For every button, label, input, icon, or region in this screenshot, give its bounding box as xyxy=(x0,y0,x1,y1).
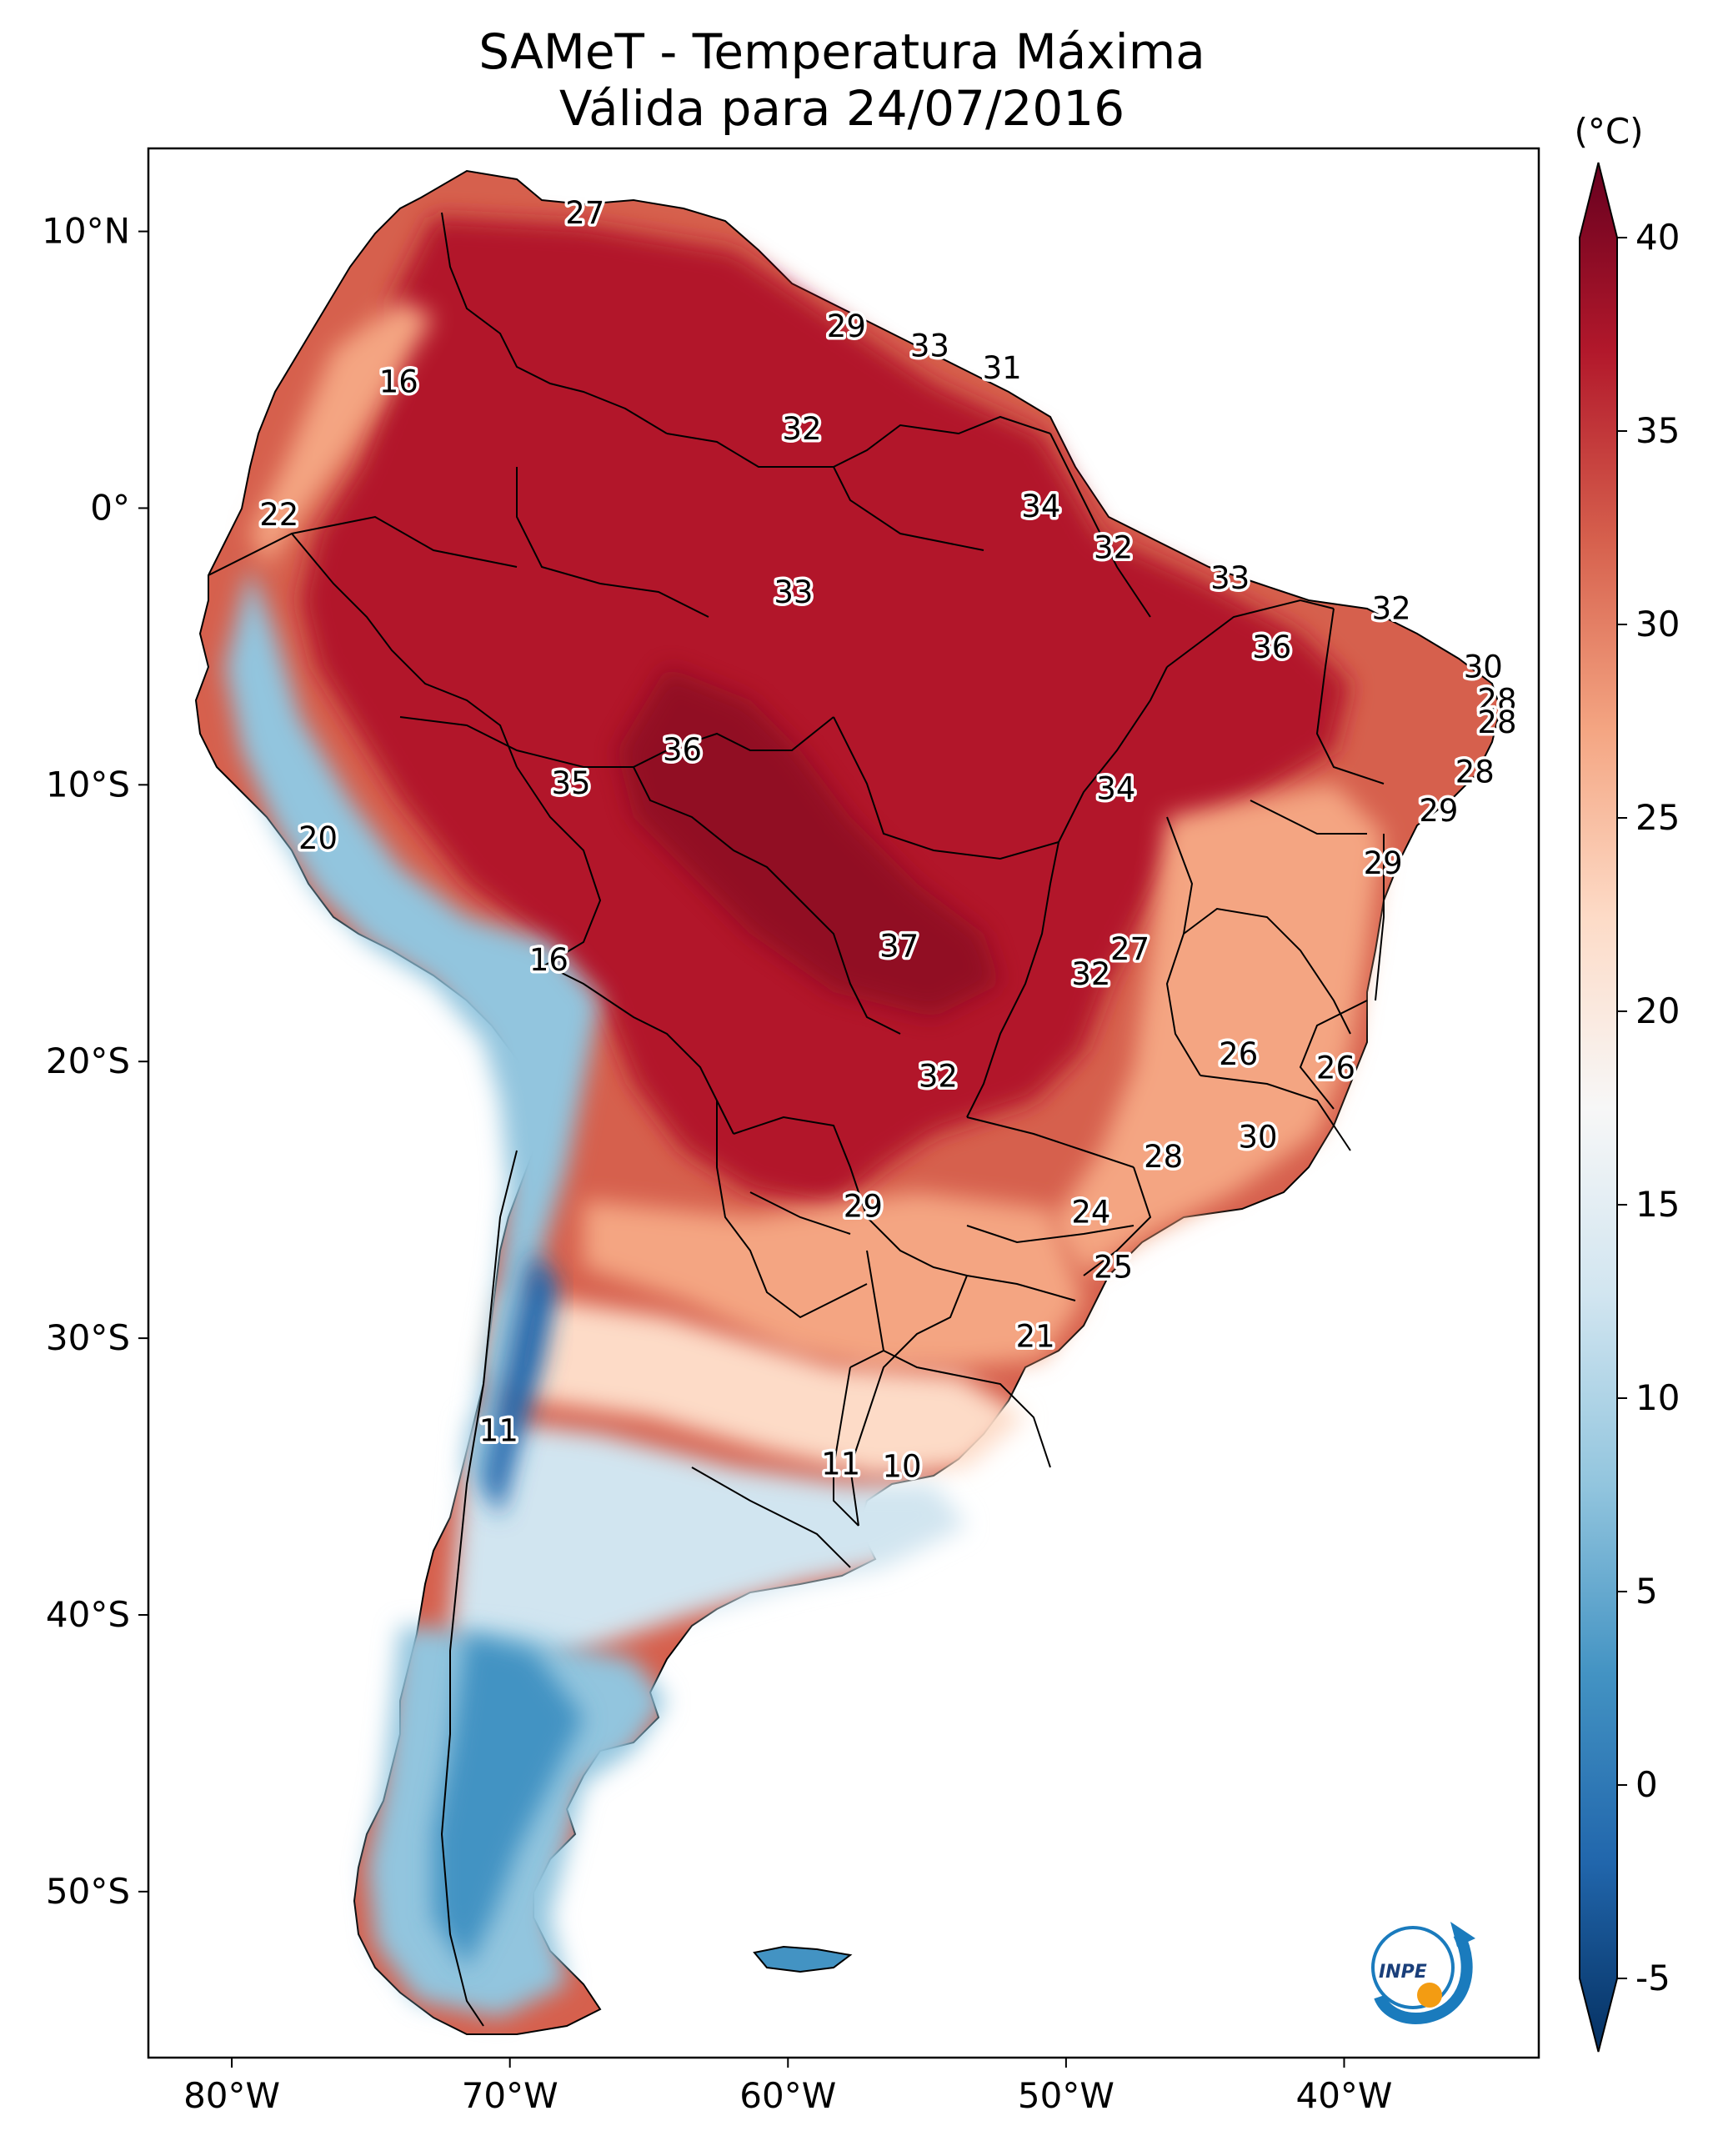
station-label: 11 xyxy=(821,1446,860,1482)
colorbar-tick-label: 20 xyxy=(1635,990,1680,1031)
station-label: 32 xyxy=(1071,956,1110,992)
colorbar-tick-label: 5 xyxy=(1635,1571,1658,1612)
colorbar-unit: (°C) xyxy=(1574,111,1643,152)
andes-deep-cold xyxy=(483,1251,558,1517)
logo-text: INPE xyxy=(1379,1962,1427,1983)
warm-southeast xyxy=(1050,784,1384,1276)
inpe-logo: INPE xyxy=(1371,1922,1475,2024)
lat-tick-label: 10°N xyxy=(42,211,130,252)
station-label: 30 xyxy=(1464,649,1503,684)
lon-tick-label: 60°W xyxy=(739,2075,836,2116)
station-label: 11 xyxy=(479,1412,518,1448)
colorbar-tick-label: 10 xyxy=(1635,1377,1680,1418)
station-label: 16 xyxy=(529,942,568,978)
logo-arrow-icon xyxy=(1450,1922,1475,1947)
station-label: 27 xyxy=(1110,931,1150,967)
latitude-axis: 10°N 0° 10°S 20°S 30°S 40°S 50°S xyxy=(42,211,148,1912)
colorbar-tick-label: 35 xyxy=(1635,410,1680,451)
station-label: 10 xyxy=(883,1449,922,1485)
andes-cold-strip xyxy=(225,567,600,1501)
map-frame xyxy=(147,147,1540,2059)
colorbar-tick-label: 40 xyxy=(1635,217,1680,258)
station-label: 25 xyxy=(1094,1250,1133,1286)
station-label: 26 xyxy=(1219,1036,1258,1072)
warm-south xyxy=(584,1192,1084,1367)
hottest-core xyxy=(617,667,1000,1017)
station-label: 28 xyxy=(1477,682,1516,718)
lat-tick-label: 30°S xyxy=(46,1317,130,1358)
lon-tick-label: 40°W xyxy=(1295,2075,1392,2116)
station-label: 27 xyxy=(565,195,604,231)
colorbar-tick-label: 15 xyxy=(1635,1184,1680,1225)
map-title-line1: SAMeT - Temperatura Máxima xyxy=(478,23,1205,80)
station-label: 29 xyxy=(827,308,866,344)
colorbar: (°C) -5 0 5 10 15 20 25 30 35 40 xyxy=(1574,111,1680,2053)
country-borders xyxy=(208,212,1385,2027)
station-label: 32 xyxy=(782,411,821,447)
colorbar-body xyxy=(1579,162,1618,2053)
station-label: 34 xyxy=(1096,770,1135,806)
station-label: 36 xyxy=(663,732,702,768)
logo-orbit-icon xyxy=(1371,1926,1455,2009)
station-label: 33 xyxy=(910,328,949,364)
logo-sun-icon xyxy=(1417,1983,1442,2008)
station-label: 36 xyxy=(1252,629,1291,665)
station-label: 20 xyxy=(298,820,338,856)
station-label: 32 xyxy=(1094,530,1133,566)
station-label: 30 xyxy=(1239,1120,1278,1156)
mild-belt xyxy=(483,1292,1025,1476)
cool-pampa xyxy=(450,1417,967,1684)
lat-tick-label: 10°S xyxy=(46,764,130,805)
station-label: 34 xyxy=(1021,489,1060,524)
station-label: 28 xyxy=(1144,1139,1183,1175)
lon-tick-label: 70°W xyxy=(462,2075,558,2116)
station-label: 24 xyxy=(1071,1194,1110,1230)
station-label: 21 xyxy=(1016,1319,1055,1355)
station-label: 16 xyxy=(379,364,418,400)
station-label: 26 xyxy=(1316,1050,1355,1086)
station-label: 29 xyxy=(1364,845,1403,881)
lon-tick-label: 80°W xyxy=(183,2075,280,2116)
station-label: 33 xyxy=(1210,560,1250,596)
longitude-axis: 80°W 70°W 60°W 50°W 40°W xyxy=(183,2058,1392,2116)
temperature-field xyxy=(194,169,1502,2035)
lat-tick-label: 40°S xyxy=(46,1594,130,1635)
falkland-islands xyxy=(753,1945,853,1973)
station-label: 33 xyxy=(774,574,813,610)
map-title-line2: Válida para 24/07/2016 xyxy=(559,80,1124,137)
colorbar-tick-label: 30 xyxy=(1635,604,1680,644)
station-label: 31 xyxy=(983,350,1022,386)
station-label: 28 xyxy=(1455,755,1495,790)
station-label: 37 xyxy=(879,929,919,965)
station-label: 29 xyxy=(1419,793,1458,829)
lat-tick-label: 50°S xyxy=(46,1871,130,1912)
lat-tick-label: 0° xyxy=(90,487,130,528)
colorbar-tick-label: -5 xyxy=(1635,1958,1670,1998)
colorbar-tick-label: 25 xyxy=(1635,797,1680,838)
lon-tick-label: 50°W xyxy=(1018,2075,1114,2116)
station-label: 32 xyxy=(919,1059,958,1095)
station-label: 32 xyxy=(1372,591,1411,627)
colder-patagonia xyxy=(433,1634,584,1968)
colorbar-ticks: -5 0 5 10 15 20 25 30 35 40 xyxy=(1617,217,1680,1998)
station-label: 22 xyxy=(259,497,298,533)
station-label: 28 xyxy=(1477,704,1516,740)
northern-andes xyxy=(250,300,433,567)
lat-tick-label: 20°S xyxy=(46,1040,130,1081)
station-label: 29 xyxy=(844,1189,883,1225)
logo-swoosh-icon xyxy=(1374,1931,1473,2024)
colorbar-tick-label: 0 xyxy=(1635,1764,1658,1805)
station-label: 35 xyxy=(552,765,591,801)
